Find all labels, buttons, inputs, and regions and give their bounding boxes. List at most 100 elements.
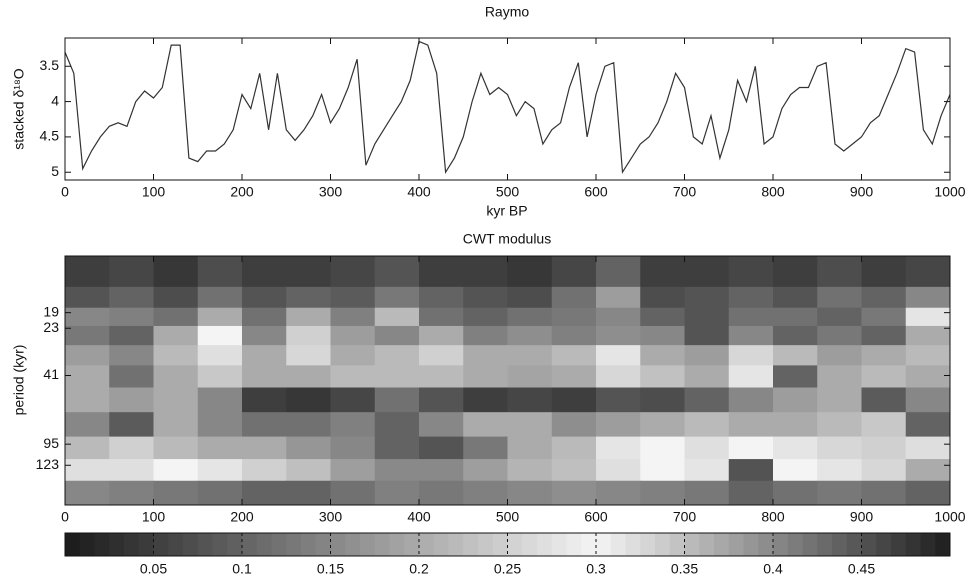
colorbar-swatch [374, 533, 390, 556]
heat-cell [286, 480, 331, 506]
heat-cell [153, 286, 199, 309]
heat-cell [640, 387, 685, 413]
heat-cell [374, 436, 420, 460]
colorbar-tick-label: 0.1 [232, 561, 252, 577]
heat-cell [109, 365, 154, 388]
heat-cell [817, 286, 862, 309]
heat-cell [65, 436, 110, 460]
heat-cell [728, 325, 774, 346]
colorbar-swatch [773, 533, 789, 556]
heat-cell [773, 365, 818, 388]
heat-cell [109, 256, 154, 288]
heat-cell [773, 459, 818, 482]
heat-cell [773, 307, 818, 327]
heat-cell [153, 480, 199, 506]
colorbar-swatch [920, 533, 936, 556]
heat-cell [463, 286, 508, 309]
heat-cell [905, 387, 951, 413]
heat-cell [197, 256, 243, 288]
heat-cell [65, 307, 110, 327]
heat-cell [65, 286, 110, 309]
x-tick-label: 300 [319, 184, 343, 200]
heat-cell [507, 436, 553, 460]
heat-cell [728, 286, 774, 309]
colorbar-swatch [389, 533, 405, 556]
colorbar-swatch [625, 533, 641, 556]
heat-cell [905, 365, 951, 388]
heat-cell [197, 345, 243, 366]
colorbar-swatch [566, 533, 582, 556]
heat-cell [507, 480, 553, 506]
heat-cell [861, 412, 907, 438]
heat-cell [419, 345, 464, 366]
heat-cell [286, 365, 331, 388]
heat-cell [507, 325, 553, 346]
heat-cell [817, 307, 862, 327]
colorbar-swatch [905, 533, 921, 556]
heat-cell [109, 307, 154, 327]
colorbar-swatch [699, 533, 715, 556]
colorbar-swatch [478, 533, 494, 556]
x-tick-label: 200 [230, 184, 254, 200]
heat-cell [773, 436, 818, 460]
plot-frame [64, 37, 951, 181]
heat-cell [817, 480, 862, 506]
heat-cell [861, 286, 907, 309]
heat-cell [153, 387, 199, 413]
heat-cell [463, 459, 508, 482]
colorbar-swatch [861, 533, 877, 556]
x-tick-label: 200 [230, 509, 254, 525]
colorbar-swatch [492, 533, 508, 556]
heat-cell [861, 365, 907, 388]
heat-cell [684, 307, 730, 327]
heat-cell [197, 286, 243, 309]
heat-cell [197, 480, 243, 506]
heat-cell [507, 256, 553, 288]
heat-cell [728, 345, 774, 366]
heat-cell [109, 345, 154, 366]
heat-cell [242, 459, 287, 482]
heat-cell [817, 365, 862, 388]
heat-cell [330, 345, 376, 366]
heat-cell [551, 345, 597, 366]
heat-cell [773, 286, 818, 309]
x-tick-label: 400 [407, 184, 431, 200]
heat-cell [374, 480, 420, 506]
heat-cell [861, 480, 907, 506]
heat-cell [596, 365, 641, 388]
heat-cell [728, 365, 774, 388]
colorbar-swatch [463, 533, 479, 556]
colorbar-swatch [109, 533, 125, 556]
y-tick-label: 4 [51, 92, 59, 108]
x-tick-label: 0 [61, 509, 69, 525]
heat-cell [153, 345, 199, 366]
colorbar-swatch [448, 533, 464, 556]
x-tick-label: 1000 [934, 184, 965, 200]
heat-cell [330, 307, 376, 327]
heat-cell [65, 412, 110, 438]
colorbar-swatch [787, 533, 803, 556]
colorbar-swatch [551, 533, 567, 556]
heat-cell [463, 365, 508, 388]
heat-cell [684, 480, 730, 506]
y-tick-label: 95 [43, 435, 59, 451]
heat-cell [861, 256, 907, 288]
heat-cell [109, 286, 154, 309]
colorbar-swatch [684, 533, 700, 556]
heat-cell [684, 459, 730, 482]
colorbar-swatch [669, 533, 685, 556]
heat-cell [507, 365, 553, 388]
colorbar-swatch [197, 533, 213, 556]
heat-cell [773, 387, 818, 413]
heat-cell [419, 436, 464, 460]
colorbar-swatch [419, 533, 435, 556]
colorbar-swatch [153, 533, 169, 556]
x-tick-label: 600 [584, 509, 608, 525]
colorbar-swatch [581, 533, 597, 556]
heat-cell [65, 256, 110, 288]
heat-cell [286, 286, 331, 309]
heat-cell [861, 325, 907, 346]
heat-cell [640, 459, 685, 482]
heat-cell [507, 286, 553, 309]
heat-cell [640, 325, 685, 346]
